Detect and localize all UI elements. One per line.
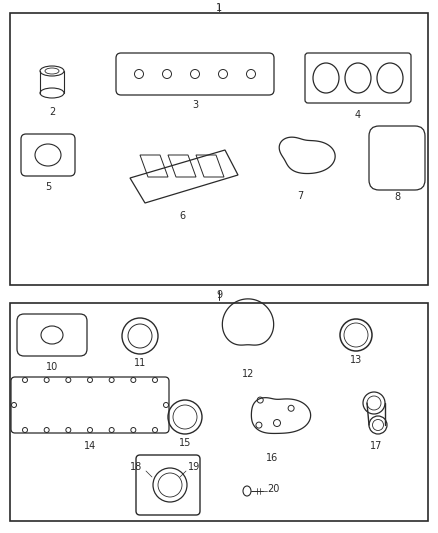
Bar <box>10 13 428 285</box>
Text: 16: 16 <box>266 453 278 463</box>
Text: 6: 6 <box>179 211 185 221</box>
Text: 20: 20 <box>267 484 279 494</box>
Bar <box>10 303 428 521</box>
Text: 11: 11 <box>134 358 146 368</box>
Text: 4: 4 <box>355 110 361 120</box>
Text: 17: 17 <box>370 441 382 451</box>
Text: 9: 9 <box>216 290 222 300</box>
Text: 5: 5 <box>45 182 51 192</box>
Text: 12: 12 <box>242 369 254 379</box>
Text: 1: 1 <box>216 3 222 13</box>
Text: 2: 2 <box>49 107 55 117</box>
Text: 15: 15 <box>179 438 191 448</box>
Text: 13: 13 <box>350 355 362 365</box>
Text: 3: 3 <box>192 100 198 110</box>
Text: 10: 10 <box>46 362 58 372</box>
Text: 7: 7 <box>297 191 303 201</box>
Text: 19: 19 <box>188 462 200 472</box>
Text: 18: 18 <box>130 462 142 472</box>
Text: 8: 8 <box>394 192 400 202</box>
Text: 14: 14 <box>84 441 96 451</box>
